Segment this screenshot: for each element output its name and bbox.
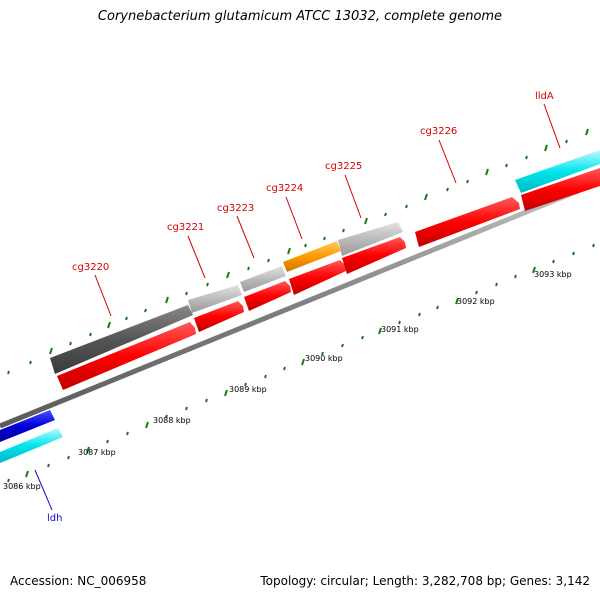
feature-blue-lower-left[interactable] — [0, 410, 55, 442]
cds-arrow-cg3224[interactable] — [289, 260, 346, 295]
gene-label-cg3221[interactable]: cg3221 — [167, 222, 204, 233]
cds-arrow-cg3226[interactable] — [415, 197, 520, 247]
leader-cg3220 — [94, 274, 112, 317]
gene-label-cg3225[interactable]: cg3225 — [325, 161, 362, 172]
leader-ldh — [34, 469, 53, 511]
scale-label: 3089 kbp — [229, 385, 267, 394]
gene-label-ldh[interactable]: ldh — [47, 513, 62, 524]
feature-light-gray-3[interactable] — [338, 222, 403, 256]
cds-arrow-cg3223[interactable] — [244, 281, 291, 311]
feature-cyan-upper-right[interactable] — [515, 150, 600, 193]
leader-cg3223 — [236, 215, 255, 259]
tick-row-lower — [7, 243, 595, 483]
scale-label: 3093 kbp — [534, 270, 572, 279]
accession-text: Accession: NC_006958 — [10, 574, 147, 588]
genome-summary-text: Topology: circular; Length: 3,282,708 bp… — [260, 574, 590, 588]
tick-row-upper — [7, 128, 589, 375]
leader-cg3221 — [187, 235, 206, 279]
scale-label: 3087 kbp — [78, 448, 116, 457]
leader-cg3224 — [285, 196, 303, 240]
leader-lldA — [543, 103, 561, 149]
scale-label: 3092 kbp — [457, 297, 495, 306]
cds-arrow-cg3225[interactable] — [342, 237, 406, 274]
scale-label: 3090 kbp — [305, 354, 343, 363]
cds-arrow-cg3220[interactable] — [57, 322, 196, 390]
feature-cyan-lower-left[interactable] — [0, 428, 63, 463]
gene-label-cg3226[interactable]: cg3226 — [420, 126, 457, 137]
feature-dark-gray[interactable] — [50, 305, 193, 374]
leader-cg3226 — [438, 139, 457, 184]
map-title: Corynebacterium glutamicum ATCC 13032, c… — [97, 9, 503, 24]
leader-cg3225 — [344, 174, 362, 219]
feature-light-gray-1[interactable] — [188, 285, 242, 313]
genome-backbone — [0, 179, 600, 429]
gene-label-cg3224[interactable]: cg3224 — [266, 183, 303, 194]
gene-label-cg3220[interactable]: cg3220 — [72, 262, 109, 273]
feature-orange[interactable] — [283, 241, 341, 272]
gene-label-cg3223[interactable]: cg3223 — [217, 203, 254, 214]
cds-arrow-cg3221[interactable] — [194, 301, 244, 332]
gene-label-lldA[interactable]: lldA — [535, 91, 554, 102]
feature-light-gray-2[interactable] — [240, 266, 286, 292]
scale-label: 3088 kbp — [153, 416, 191, 425]
scale-label: 3086 kbp — [3, 482, 41, 491]
scale-label: 3091 kbp — [381, 325, 419, 334]
cds-arrow-lldA[interactable] — [521, 168, 600, 211]
